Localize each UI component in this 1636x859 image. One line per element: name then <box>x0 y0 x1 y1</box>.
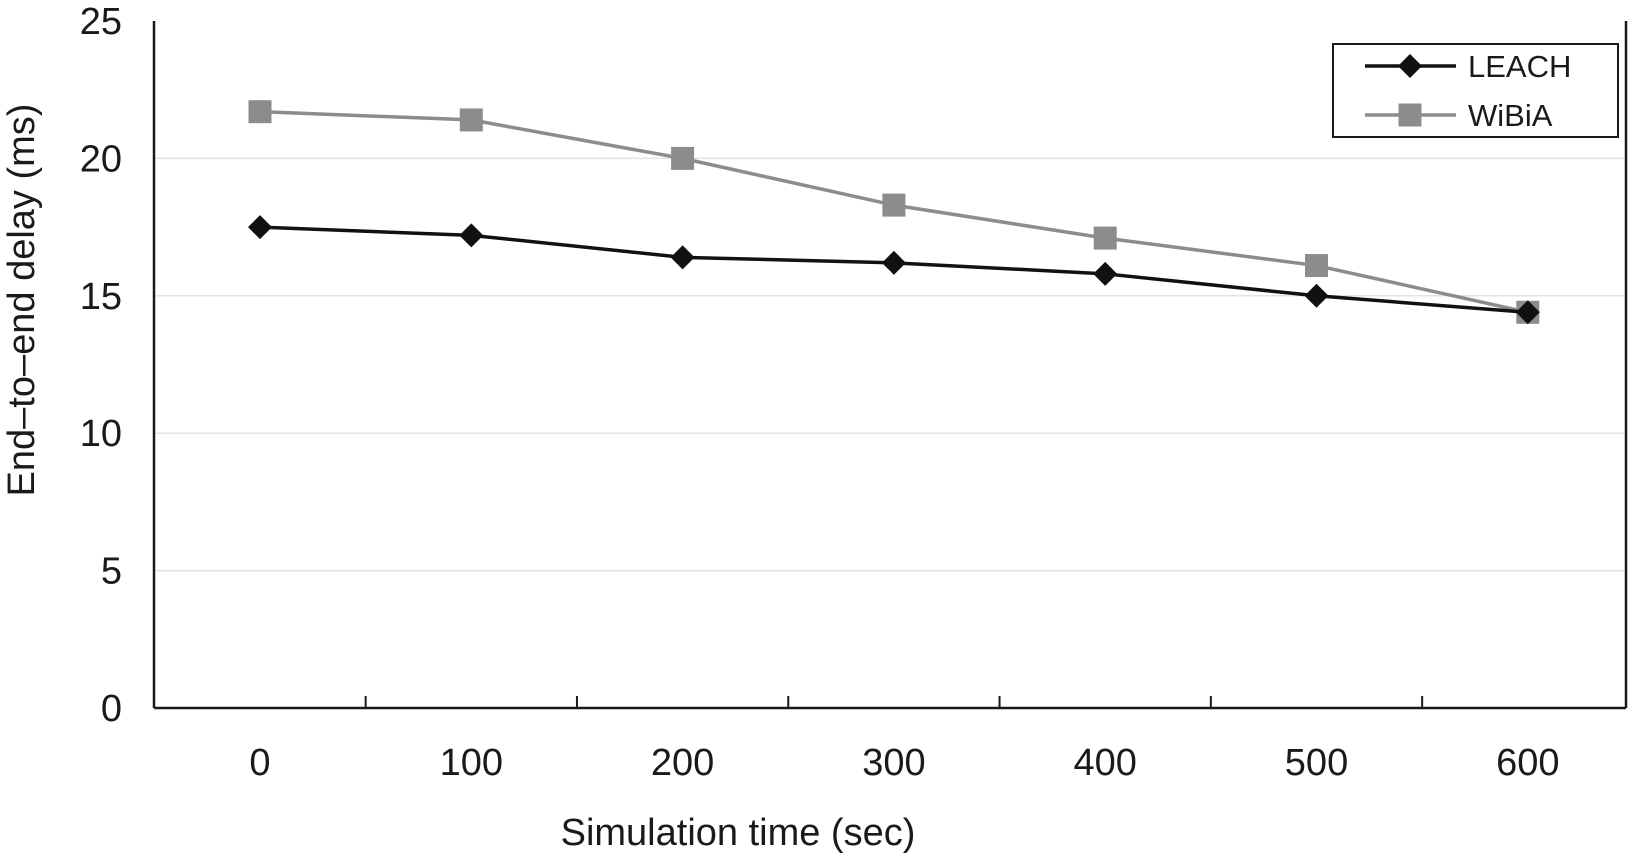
legend-marker <box>1398 103 1422 127</box>
legend-label: WiBiA <box>1468 98 1553 133</box>
data-point <box>459 223 484 248</box>
legend-label: LEACH <box>1468 49 1571 84</box>
legend: LEACH WiBiA <box>1332 43 1619 138</box>
data-point <box>882 193 906 217</box>
y-tick-labels: 0 5 10 15 20 25 <box>80 1 122 730</box>
data-point <box>671 146 695 170</box>
data-point <box>670 245 695 270</box>
x-tick-label: 200 <box>651 742 714 784</box>
y-tick-label: 10 <box>80 413 122 455</box>
data-point <box>1304 283 1329 308</box>
y-axis-title: End–to–end delay (ms) <box>1 104 43 497</box>
data-point <box>881 250 906 275</box>
x-axis-ticks <box>364 696 1424 708</box>
grid-lines <box>154 157 1626 572</box>
legend-entry-leach: LEACH <box>1365 49 1571 84</box>
x-axis-title: Simulation time (sec) <box>561 812 916 854</box>
y-tick-label: 0 <box>101 688 122 730</box>
series <box>248 100 1540 325</box>
series-leach <box>248 215 1540 325</box>
y-tick-label: 5 <box>101 551 122 593</box>
data-point <box>1093 261 1118 286</box>
x-tick-label: 600 <box>1496 742 1559 784</box>
x-tick-label: 0 <box>249 742 270 784</box>
legend-box <box>1332 43 1619 138</box>
legend-marker <box>1398 54 1422 78</box>
y-tick-label: 25 <box>80 1 122 43</box>
x-tick-label: 500 <box>1285 742 1348 784</box>
x-tick-label: 100 <box>440 742 503 784</box>
y-tick-label: 20 <box>80 138 122 180</box>
data-point <box>248 100 272 124</box>
data-point <box>248 215 272 240</box>
x-tick-labels: 0 100 200 300 400 500 600 <box>249 742 1559 784</box>
data-point <box>1093 226 1117 250</box>
x-tick-label: 400 <box>1073 742 1136 784</box>
x-tick-label: 300 <box>862 742 925 784</box>
axes <box>152 21 1628 710</box>
data-point <box>1515 300 1540 325</box>
y-tick-label: 15 <box>80 276 122 318</box>
legend-entry-wibia: WiBiA <box>1365 98 1553 133</box>
data-point <box>1305 254 1328 278</box>
data-point <box>459 108 483 132</box>
